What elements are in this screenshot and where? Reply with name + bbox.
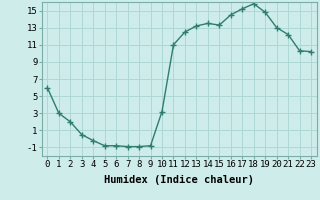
X-axis label: Humidex (Indice chaleur): Humidex (Indice chaleur) — [104, 175, 254, 185]
